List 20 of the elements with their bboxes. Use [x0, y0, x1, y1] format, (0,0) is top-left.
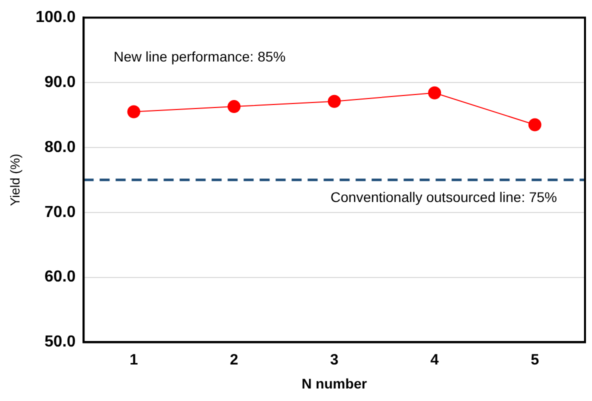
point [127, 105, 140, 118]
y-tick-label: 70.0 [44, 204, 76, 221]
x-tick-label: 5 [530, 351, 540, 368]
y-tick-label: 80.0 [44, 138, 76, 156]
point [228, 100, 241, 114]
x-axis-title: N number [302, 375, 368, 392]
point [328, 94, 341, 108]
point [428, 86, 442, 100]
ref-line-label: Conventionally outsourced line: 75% [330, 188, 557, 205]
x-tick-label: 4 [430, 351, 440, 368]
point [528, 118, 542, 132]
y-axis-title: Yield (%) [7, 154, 22, 206]
y-tick-label: 50.0 [44, 334, 76, 351]
y-tick-label: 90.0 [44, 74, 76, 91]
x-tick-label: 3 [330, 351, 338, 368]
annotation: New line performance: 85% [114, 48, 286, 64]
x-tick-label: 1 [130, 351, 138, 368]
y-tick-label: 100.0 [36, 9, 76, 26]
x-tick-label: 2 [230, 351, 238, 368]
y-tick-label: 60.0 [44, 268, 76, 286]
